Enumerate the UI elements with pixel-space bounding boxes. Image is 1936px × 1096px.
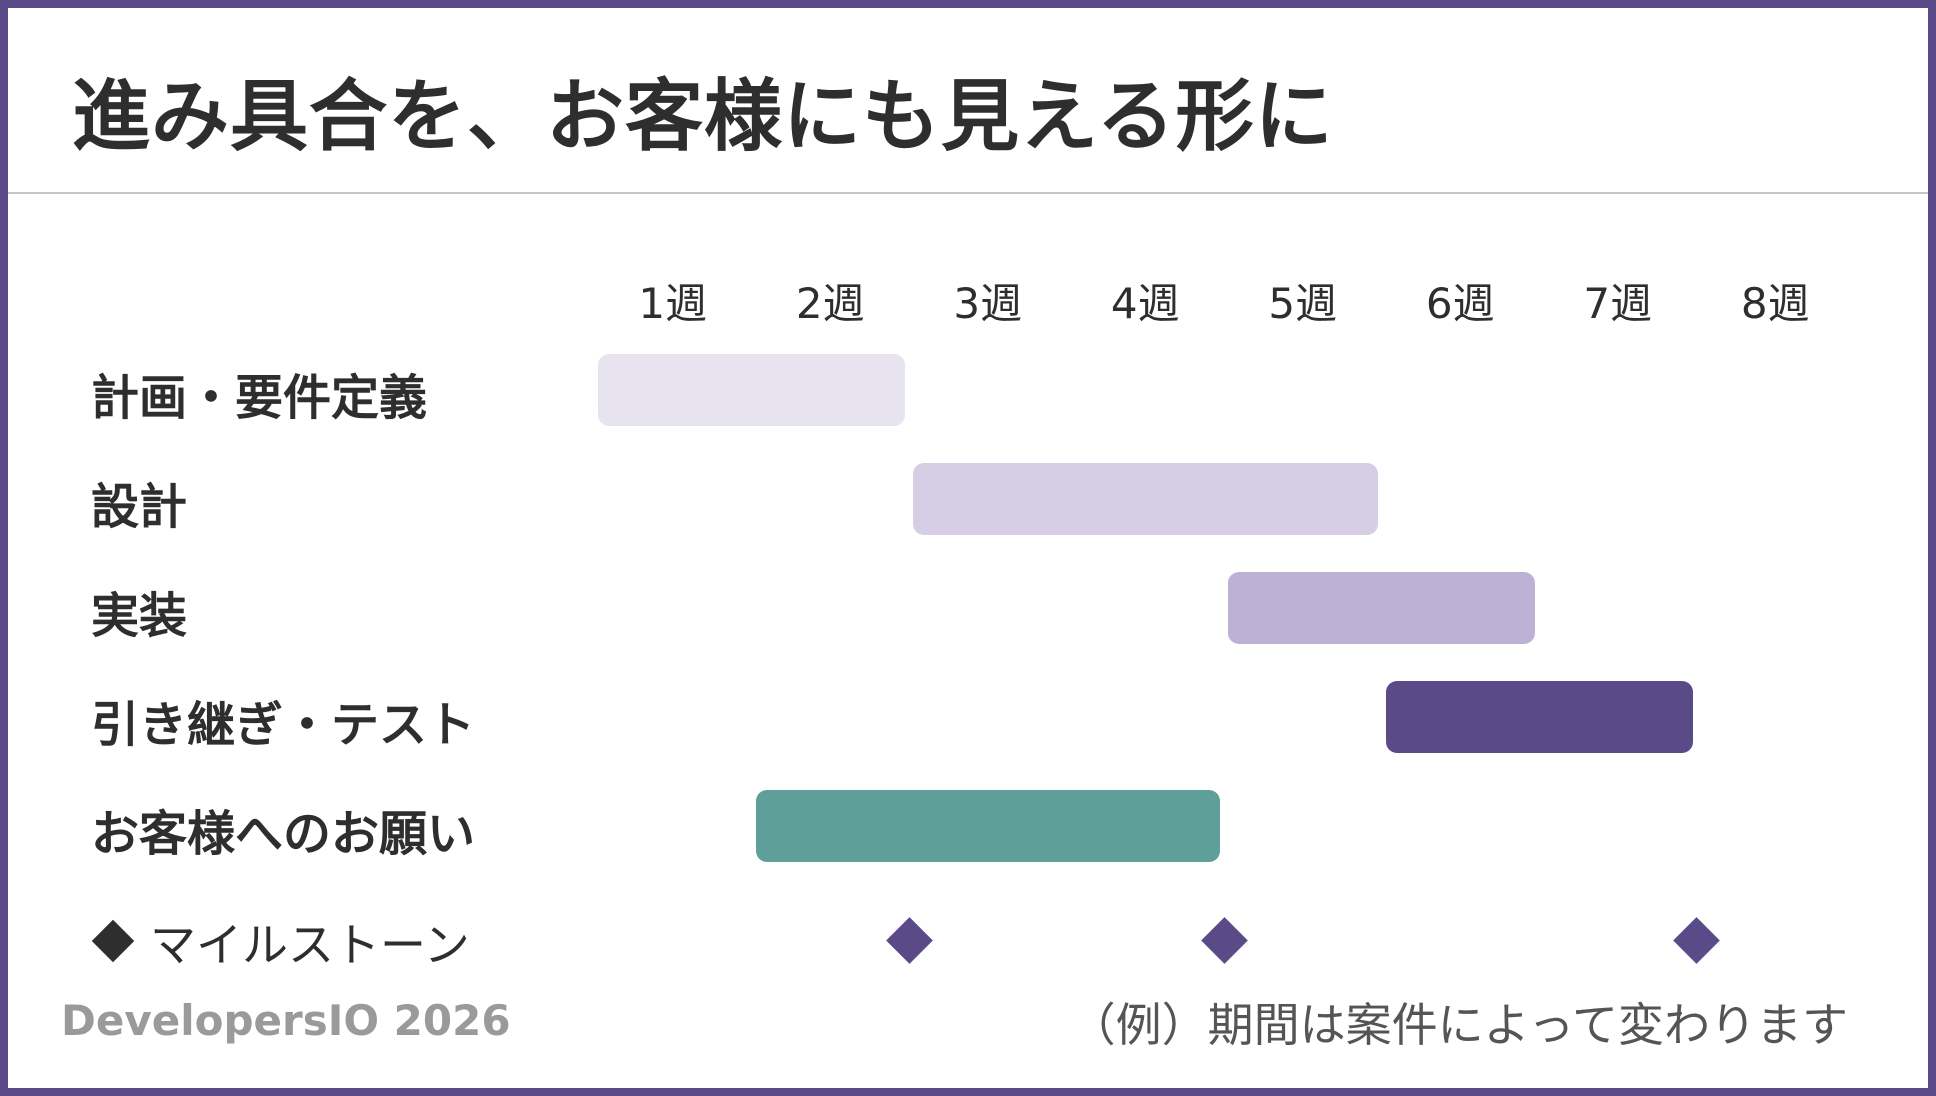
footnote: （例）期間は案件によって変わります	[1069, 998, 1848, 1052]
week-label: 4週	[1110, 279, 1180, 328]
task-bar	[1385, 681, 1693, 753]
title-divider	[8, 192, 1928, 194]
task-label: 計画・要件定義	[91, 370, 428, 426]
week-label: 6週	[1425, 279, 1495, 328]
week-label: 8週	[1740, 279, 1810, 328]
milestone-marker	[1200, 916, 1248, 964]
week-label: 5週	[1268, 279, 1338, 328]
task-bar	[598, 354, 905, 426]
slide-title: 進み具合を、お客様にも見える形に	[72, 72, 1334, 162]
task-bar	[1228, 572, 1535, 644]
week-label: 2週	[795, 279, 865, 328]
milestone-marker	[1673, 916, 1720, 964]
task-label: 実装	[91, 588, 188, 644]
brand-logo-text: DevelopersIO 2026	[61, 996, 511, 1045]
slide: 進み具合を、お客様にも見える形に 1週 2週 3週 4週 5週 6週 7週 8週計画・要件定義…	[8, 8, 1928, 1088]
week-label: 3週	[953, 279, 1023, 328]
week-label: 1週	[638, 279, 708, 328]
gantt-chart: 1週 2週 3週 4週 5週 6週 7週 8週計画・要件定義 設計実装引き継ぎ・テスト お客様への…	[8, 8, 1928, 1088]
task-label: お客様へのお願い	[91, 806, 476, 862]
milestone-legend: マイルストーン	[150, 918, 470, 972]
task-bar	[913, 463, 1378, 535]
task-bar	[755, 790, 1220, 862]
milestone-marker	[885, 916, 933, 964]
task-label: 引き継ぎ・テスト	[91, 697, 476, 753]
week-label: 7週	[1583, 279, 1653, 328]
task-label: 設計	[91, 479, 188, 535]
